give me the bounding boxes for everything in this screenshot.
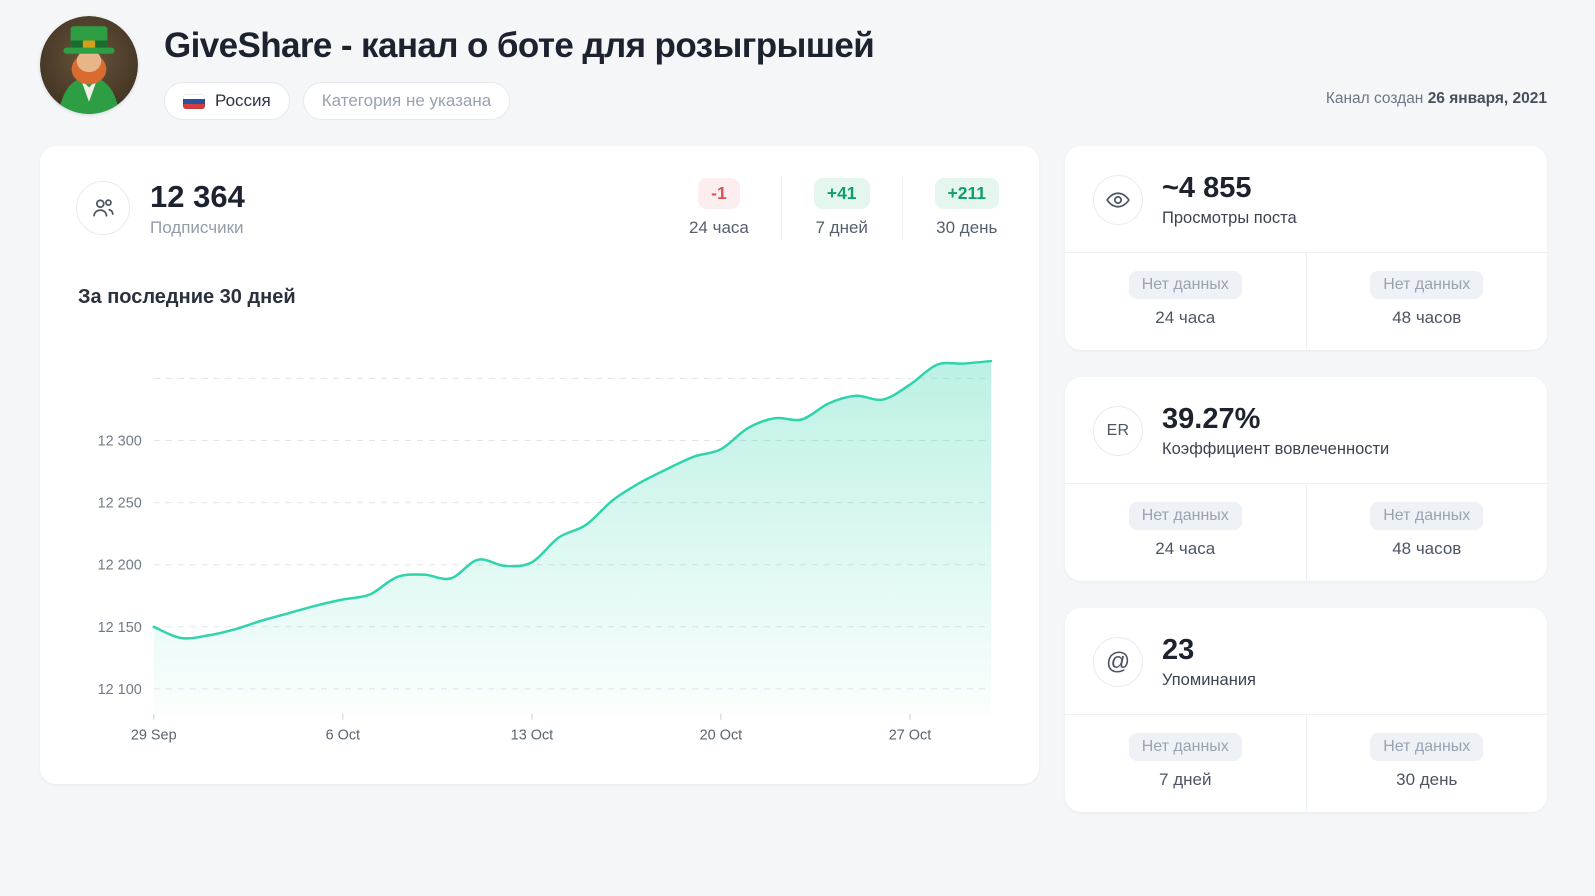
svg-text:27 Oct: 27 Oct — [889, 728, 932, 744]
eye-icon — [1106, 192, 1130, 208]
mentions-cell-7d: Нет данных 7 дней — [1065, 715, 1306, 812]
cell-period: 48 часов — [1392, 539, 1462, 558]
cell-period: 24 часа — [1155, 539, 1216, 558]
delta-24h: -1 24 часа — [657, 176, 781, 240]
mentions-card: @ 23 Упоминания Нет данных 7 дней Нет да… — [1065, 608, 1547, 812]
country-badge-label: Россия — [215, 91, 271, 110]
nodata-badge: Нет данных — [1370, 271, 1484, 299]
delta-30d-period: 30 день — [936, 218, 998, 237]
delta-30d: +211 30 день — [901, 176, 1003, 240]
subscribers-area-chart[interactable]: 12 100 12 150 12 200 12 250 12 300 29 Sep 6 Oc… — [76, 321, 1003, 760]
svg-text:6 Oct: 6 Oct — [326, 728, 361, 744]
chart-title: За последние 30 дней — [78, 286, 296, 308]
channel-title: GiveShare - канал о боте для розыгрышей — [164, 26, 875, 65]
svg-text:12 100: 12 100 — [98, 682, 142, 698]
mentions-value: 23 — [1162, 634, 1195, 666]
engagement-card: ER 39.27% Коэффициент вовлеченности Нет … — [1065, 377, 1547, 581]
mentions-icon-circle: @ — [1093, 637, 1143, 687]
country-badge[interactable]: Россия — [164, 82, 290, 120]
er-icon: ER — [1106, 422, 1130, 439]
leprechaun-avatar-icon — [40, 16, 138, 114]
engagement-icon-circle: ER — [1093, 406, 1143, 456]
page-header: GiveShare - канал о боте для розыгрышей … — [0, 0, 1595, 120]
subscribers-icon-circle — [76, 181, 130, 235]
engagement-cell-48h: Нет данных 48 часов — [1305, 484, 1548, 581]
svg-text:12 250: 12 250 — [98, 496, 142, 512]
engagement-cell-24h: Нет данных 24 часа — [1065, 484, 1306, 581]
svg-text:12 150: 12 150 — [98, 620, 142, 636]
subscribers-label: Подписчики — [150, 217, 244, 237]
nodata-badge: Нет данных — [1128, 271, 1242, 299]
svg-text:20 Oct: 20 Oct — [700, 728, 743, 744]
post-views-value: ~4 855 — [1162, 172, 1252, 204]
users-icon — [93, 199, 114, 217]
subscribers-count: 12 364 — [150, 178, 245, 214]
cell-period: 48 часов — [1392, 308, 1462, 327]
engagement-value: 39.27% — [1162, 403, 1261, 435]
cell-period: 7 дней — [1159, 770, 1212, 789]
main-content: 12 364 Подписчики -1 24 часа +41 7 дней … — [0, 120, 1595, 812]
delta-24h-period: 24 часа — [688, 218, 749, 237]
delta-7d: +41 7 дней — [780, 176, 902, 240]
cell-period: 24 часа — [1155, 308, 1216, 327]
russia-flag-icon — [183, 93, 205, 109]
nodata-badge: Нет данных — [1128, 733, 1242, 761]
category-badge-label: Категория не указана — [321, 91, 492, 110]
subscribers-chart[interactable]: 12 100 12 150 12 200 12 250 12 300 29 Sep 6 Oc… — [76, 321, 1003, 760]
nodata-badge: Нет данных — [1370, 733, 1484, 761]
created-label: Канал создан — [1325, 90, 1424, 107]
post-views-card: ~4 855 Просмотры поста Нет данных 24 час… — [1065, 146, 1547, 350]
subscribers-deltas: -1 24 часа +41 7 дней +211 30 день — [657, 176, 1003, 240]
channel-avatar[interactable] — [40, 16, 138, 114]
delta-7d-value: +41 — [813, 178, 870, 209]
subscribers-card: 12 364 Подписчики -1 24 часа +41 7 дней … — [40, 146, 1039, 784]
svg-text:29 Sep: 29 Sep — [131, 728, 177, 744]
delta-24h-value: -1 — [698, 178, 740, 209]
category-badge[interactable]: Категория не указана — [302, 82, 511, 120]
engagement-label: Коэффициент вовлеченности — [1162, 440, 1390, 458]
stats-column: ~4 855 Просмотры поста Нет данных 24 час… — [1065, 146, 1547, 812]
created-date: 26 января, 2021 — [1427, 90, 1547, 107]
post-views-icon-circle — [1093, 175, 1143, 225]
at-icon: @ — [1105, 648, 1131, 675]
channel-created: Канал создан 26 января, 2021 — [1326, 90, 1547, 108]
svg-text:12 200: 12 200 — [98, 558, 142, 574]
nodata-badge: Нет данных — [1370, 502, 1484, 530]
nodata-badge: Нет данных — [1128, 502, 1242, 530]
svg-text:13 Oct: 13 Oct — [511, 728, 554, 744]
delta-7d-period: 7 дней — [815, 218, 868, 237]
delta-30d-value: +211 — [934, 178, 999, 209]
mentions-cell-30d: Нет данных 30 день — [1305, 715, 1548, 812]
post-views-label: Просмотры поста — [1162, 209, 1297, 227]
cell-period: 30 день — [1396, 770, 1458, 789]
channel-badges: Россия Категория не указана — [164, 82, 1326, 120]
svg-text:12 300: 12 300 — [98, 433, 142, 449]
mentions-label: Упоминания — [1162, 671, 1256, 689]
post-views-cell-24h: Нет данных 24 часа — [1065, 253, 1306, 350]
post-views-cell-48h: Нет данных 48 часов — [1305, 253, 1548, 350]
